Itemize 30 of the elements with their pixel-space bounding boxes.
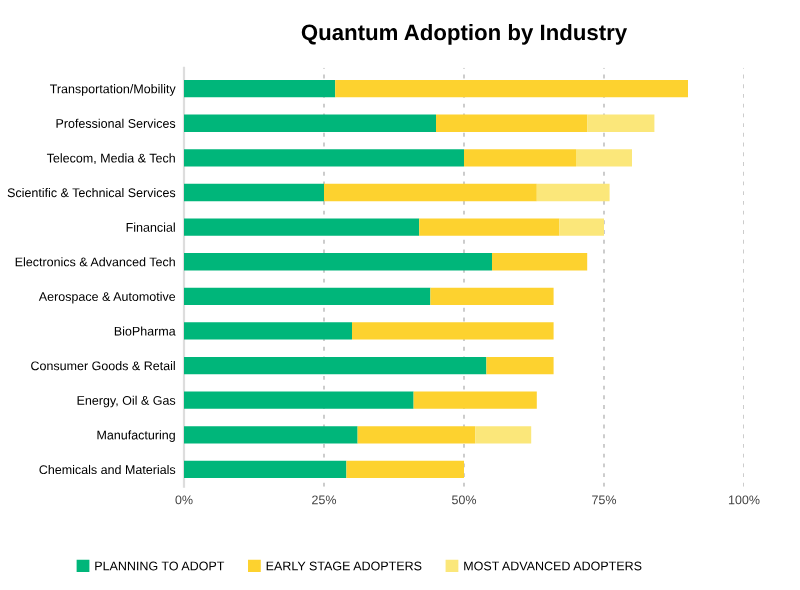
bar (486, 356, 554, 375)
bar (184, 253, 492, 271)
bar (559, 218, 604, 236)
bar (536, 183, 610, 202)
bar (184, 356, 487, 375)
bar (184, 287, 431, 305)
bar (335, 79, 688, 98)
bar (184, 426, 358, 444)
bar (184, 79, 336, 98)
bar (475, 426, 532, 444)
bar (357, 426, 476, 444)
bar (346, 460, 464, 479)
bar (419, 218, 560, 236)
bar (587, 114, 655, 132)
bar (436, 114, 588, 132)
bar (430, 287, 554, 305)
bar (464, 149, 576, 167)
bar (324, 183, 537, 202)
bar (184, 114, 436, 132)
bar (184, 460, 347, 479)
bar (184, 183, 324, 202)
bar (184, 322, 352, 340)
bar (413, 391, 537, 409)
bar (184, 391, 414, 409)
bar (576, 149, 632, 167)
bar (184, 218, 420, 236)
bar (184, 149, 464, 167)
bar (352, 322, 554, 340)
chart-title: Quantum Adoption by Industry (301, 23, 628, 45)
bar (492, 253, 588, 271)
